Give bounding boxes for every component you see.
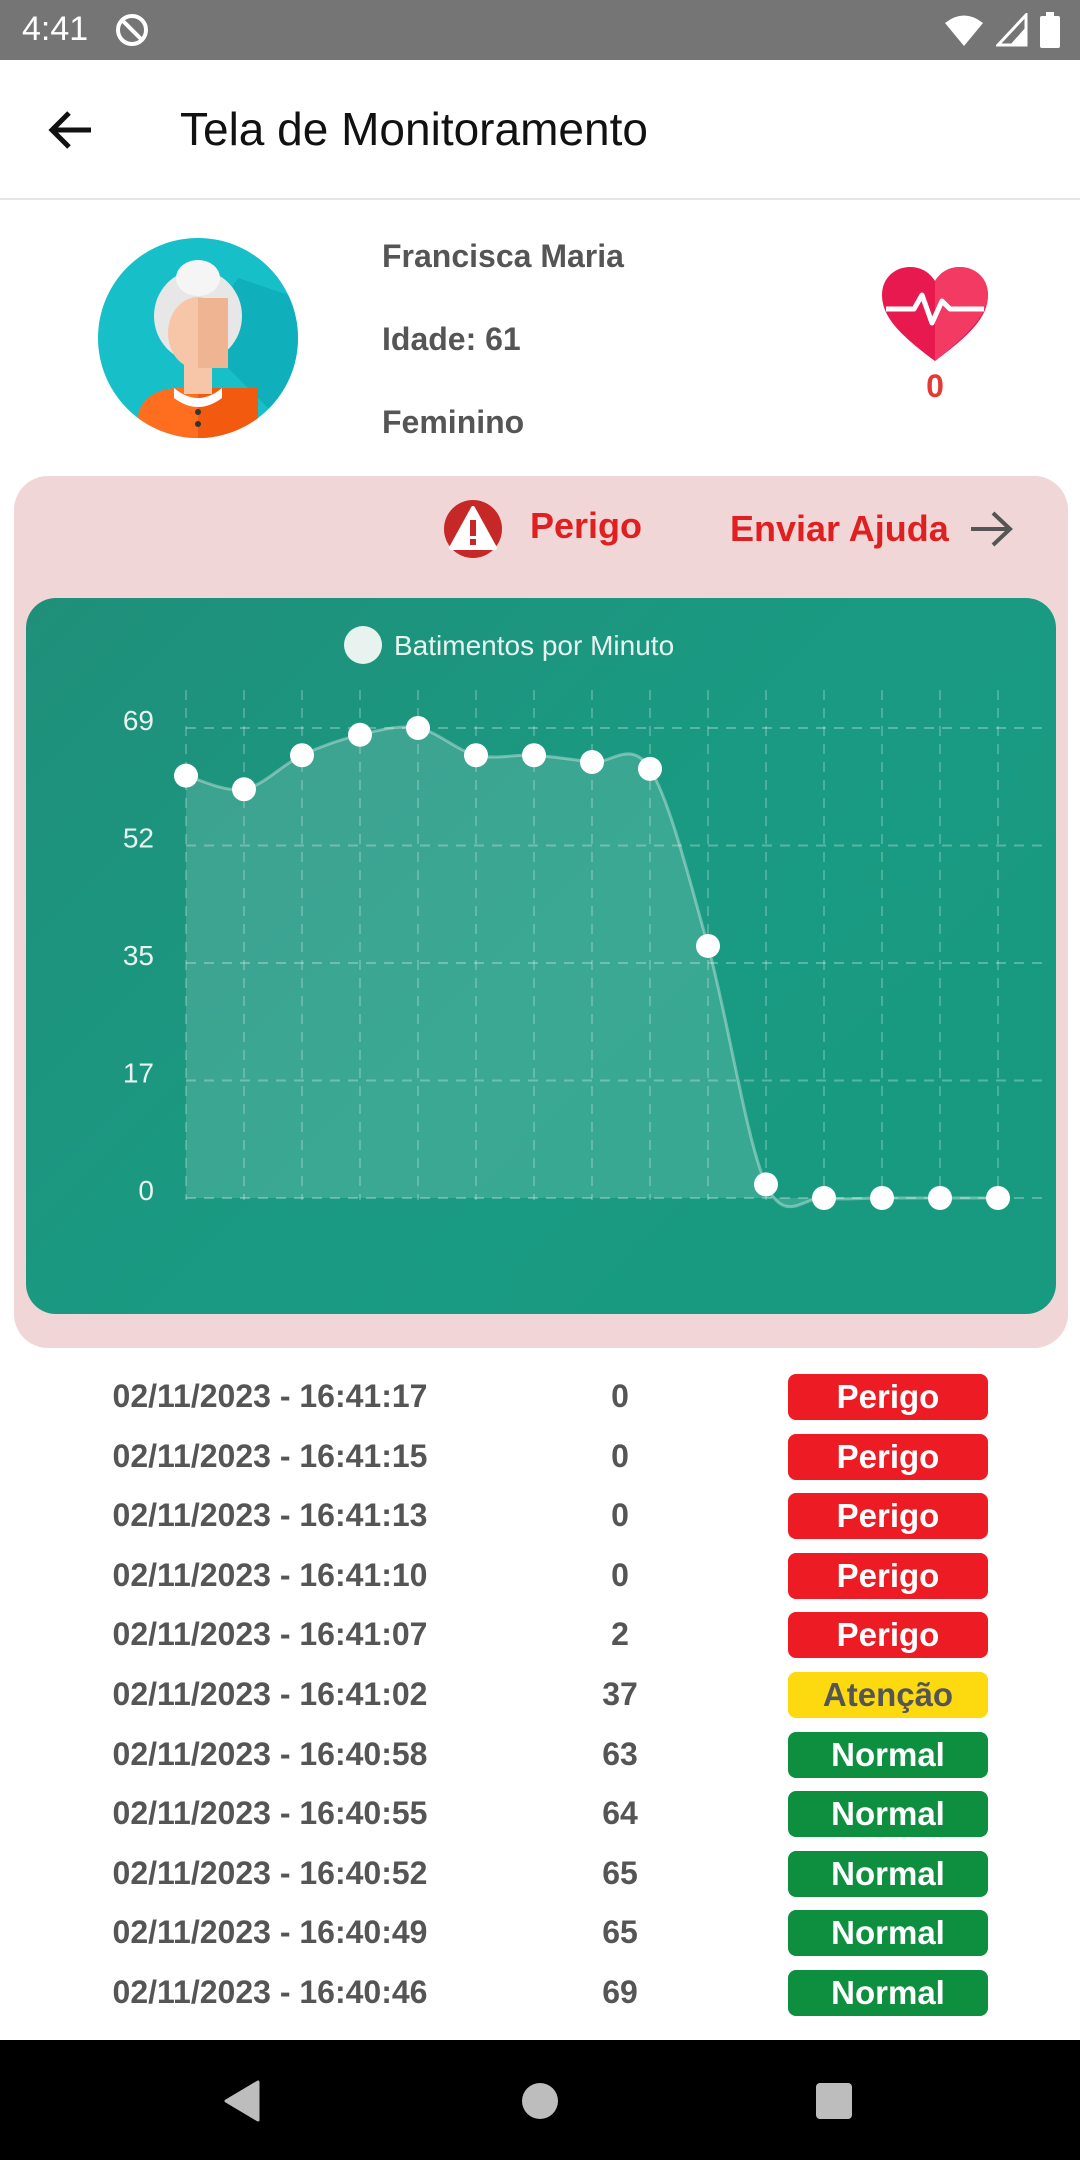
data-saver-icon <box>116 14 148 46</box>
status-badge: Normal <box>788 1970 988 2016</box>
reading-timestamp: 02/11/2023 - 16:41:17 <box>112 1378 428 1414</box>
reading-row: 02/11/2023 - 16:40:58 63 Normal <box>0 1728 1080 1784</box>
status-badge: Perigo <box>788 1433 988 1480</box>
reading-row: 02/11/2023 - 16:41:07 2 Perigo <box>0 1608 1080 1664</box>
nav-back-icon[interactable] <box>222 2080 262 2122</box>
reading-row: 02/11/2023 - 16:40:55 64 Normal <box>0 1787 1080 1843</box>
nav-home-icon[interactable] <box>522 2083 558 2119</box>
reading-timestamp: 02/11/2023 - 16:41:07 <box>112 1616 428 1653</box>
heart-count: 0 <box>926 368 944 404</box>
reading-row: 02/11/2023 - 16:40:46 69 Normal <box>0 1966 1080 2022</box>
warning-triangle-icon <box>444 500 502 558</box>
legend-marker <box>344 626 382 664</box>
reading-row: 02/11/2023 - 16:41:15 0 Perigo <box>0 1430 1080 1486</box>
status-badge: Normal <box>788 1791 988 1838</box>
signal-icon <box>996 13 1028 47</box>
reading-timestamp: 02/11/2023 - 16:40:52 <box>112 1854 428 1891</box>
reading-value: 65 <box>602 1854 638 1891</box>
reading-timestamp: 02/11/2023 - 16:41:13 <box>112 1497 428 1534</box>
battery-icon <box>1040 12 1060 48</box>
status-time: 4:41 <box>22 10 89 48</box>
reading-value: 37 <box>602 1676 638 1712</box>
danger-status-label: Perigo <box>530 505 643 546</box>
reading-value: 0 <box>611 1556 629 1593</box>
arrow-right-icon <box>970 511 1013 547</box>
reading-value: 0 <box>611 1497 629 1534</box>
send-help-label: Enviar Ajuda <box>730 508 949 549</box>
app-bar: Tela de Monitoramento <box>0 60 1080 200</box>
status-badge: Perigo <box>788 1552 988 1599</box>
patient-age: Idade: 61 <box>382 321 521 357</box>
reading-row: 02/11/2023 - 16:40:52 65 Normal <box>0 1847 1080 1903</box>
reading-timestamp: 02/11/2023 - 16:41:10 <box>112 1556 428 1593</box>
reading-timestamp: 02/11/2023 - 16:41:02 <box>112 1676 428 1712</box>
reading-value: 63 <box>602 1735 638 1772</box>
reading-value: 2 <box>611 1616 629 1653</box>
reading-value: 0 <box>611 1437 629 1474</box>
reading-value: 65 <box>602 1914 638 1951</box>
reading-row: 02/11/2023 - 16:41:02 37 Atenção <box>0 1668 1080 1724</box>
patient-gender: Feminino <box>382 404 525 440</box>
status-badge: Normal <box>788 1731 988 1778</box>
reading-row: 02/11/2023 - 16:40:49 65 Normal <box>0 1906 1080 1962</box>
navigation-bar <box>0 2040 1080 2160</box>
status-badge: Perigo <box>788 1493 988 1540</box>
reading-timestamp: 02/11/2023 - 16:40:58 <box>112 1735 428 1772</box>
status-badge: Normal <box>788 1910 988 1957</box>
legend-label: Batimentos por Minuto <box>394 630 675 661</box>
nav-recents-icon[interactable] <box>816 2083 852 2119</box>
heartbeat-icon <box>882 267 988 361</box>
reading-timestamp: 02/11/2023 - 16:40:46 <box>112 1974 428 2010</box>
arrow-left-icon <box>48 111 91 149</box>
back-button[interactable] <box>36 96 104 164</box>
patient-name: Francisca Maria <box>382 238 624 274</box>
page-title: Tela de Monitoramento <box>180 103 648 155</box>
status-icons <box>944 10 1060 50</box>
wifi-icon <box>945 15 983 46</box>
heart-rate-chart <box>26 598 1056 1314</box>
status-badge: Perigo <box>788 1612 988 1659</box>
reading-row: 02/11/2023 - 16:41:10 0 Perigo <box>0 1549 1080 1605</box>
avatar <box>98 238 298 438</box>
send-help-button[interactable]: Enviar Ajuda <box>730 500 1015 558</box>
status-badge: Perigo <box>788 1374 988 1420</box>
reading-value: 64 <box>602 1795 638 1832</box>
reading-row: 02/11/2023 - 16:41:13 0 Perigo <box>0 1489 1080 1545</box>
reading-timestamp: 02/11/2023 - 16:41:15 <box>112 1437 428 1474</box>
reading-timestamp: 02/11/2023 - 16:40:55 <box>112 1795 428 1832</box>
status-bar: 4:41 <box>0 0 1080 60</box>
reading-value: 0 <box>611 1378 629 1414</box>
reading-timestamp: 02/11/2023 - 16:40:49 <box>112 1914 428 1951</box>
status-badge: Normal <box>788 1850 988 1897</box>
reading-row: 02/11/2023 - 16:41:17 0 Perigo <box>0 1370 1080 1426</box>
status-badge: Atenção <box>788 1672 988 1718</box>
reading-value: 69 <box>602 1974 638 2010</box>
